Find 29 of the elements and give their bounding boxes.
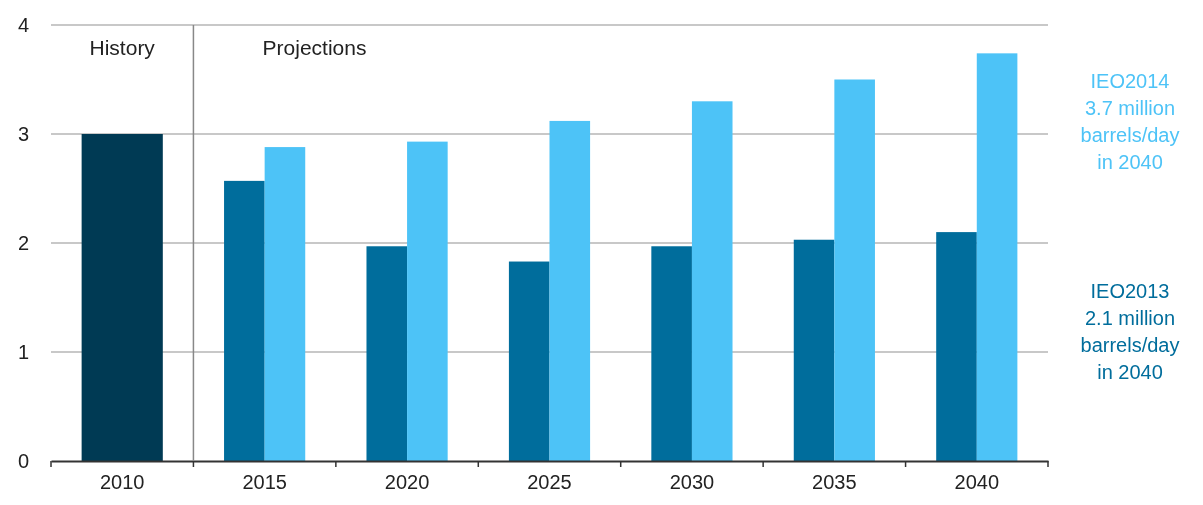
x-tick-label: 2035 xyxy=(812,471,857,494)
x-tick-label: 2020 xyxy=(384,471,430,494)
annotation: History xyxy=(89,36,156,59)
y-tick-label: 3 xyxy=(17,122,29,145)
bar xyxy=(793,239,835,461)
bar xyxy=(976,53,1018,461)
bar xyxy=(81,134,163,461)
y-tick-label: 2 xyxy=(17,231,29,254)
x-tick-label: 2025 xyxy=(527,471,572,494)
bar xyxy=(264,147,306,461)
text: IEO2013 2.1 million barrels/day in 2040 xyxy=(1080,280,1180,383)
bar xyxy=(834,79,875,461)
bar xyxy=(224,180,265,461)
bar xyxy=(549,120,591,461)
y-tick-label: 1 xyxy=(17,340,29,363)
x-tick-label: 2010 xyxy=(99,471,145,494)
y-tick-label: 0 xyxy=(17,449,29,472)
x-tick-label: 2040 xyxy=(954,471,1000,494)
annotation: Projections xyxy=(262,36,367,59)
text: IEO2014 3.7 million barrels/day in 2040 xyxy=(1080,70,1180,173)
bar xyxy=(936,232,977,461)
x-tick-label: 2015 xyxy=(242,471,287,494)
bar xyxy=(508,261,550,461)
bar xyxy=(651,246,692,461)
bar xyxy=(691,101,733,461)
bar xyxy=(407,141,448,461)
bar xyxy=(366,246,408,461)
x-tick-label: 2030 xyxy=(669,471,715,494)
y-tick-label: 4 xyxy=(17,13,29,36)
